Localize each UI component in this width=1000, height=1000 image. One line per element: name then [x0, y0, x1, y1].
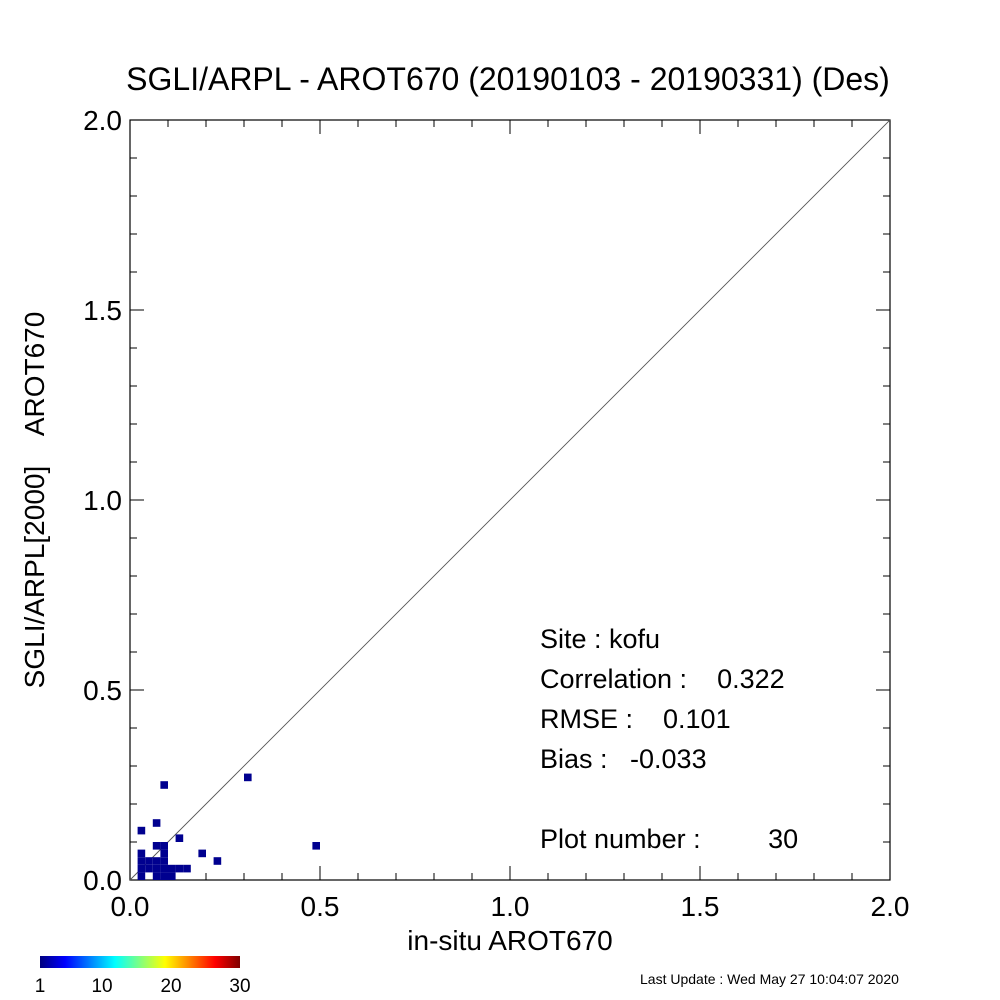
data-point: [145, 864, 153, 873]
x-tick-label: 1.5: [681, 891, 720, 922]
data-point: [160, 872, 168, 880]
data-point: [137, 857, 146, 865]
one-to-one-line: [129, 119, 891, 881]
data-point: [168, 864, 176, 873]
data-point: [137, 826, 146, 835]
x-tick-label: 2.0: [871, 891, 910, 922]
y-tick-label: 0.0: [83, 865, 122, 896]
y-tick-label: 1.0: [83, 485, 122, 516]
colorbar-labels: 1 10 20 30: [35, 976, 251, 997]
data-point: [183, 864, 191, 873]
stat-rmse: RMSE : 0.101: [540, 704, 731, 734]
x-tick-label: 1.0: [491, 891, 530, 922]
axis-ticks: [130, 120, 890, 880]
stat-correlation: Correlation : 0.322: [540, 664, 785, 694]
plot-area: [129, 119, 891, 881]
colorbar-label: 20: [160, 976, 181, 997]
y-tick-label: 2.0: [83, 105, 122, 136]
colorbar: 1 10 20 30: [35, 956, 251, 997]
x-tick-label: 0.0: [111, 891, 150, 922]
data-point: [175, 864, 184, 873]
x-tick-label: 0.5: [301, 891, 340, 922]
data-point: [137, 872, 146, 880]
tick-labels: 0.00.0 0.5 0.5 1.0 1.0 1.5 1.5 2.0 2.0: [83, 105, 909, 922]
data-point: [152, 857, 161, 865]
data-point: [152, 872, 161, 880]
data-point: [160, 781, 168, 789]
stat-bias: Bias : -0.033: [540, 744, 707, 774]
last-update: Last Update : Wed May 27 10:04:07 2020: [640, 971, 899, 987]
y-tick-label: 0.5: [83, 675, 122, 706]
data-point: [160, 849, 168, 858]
colorbar-label: 30: [229, 976, 250, 997]
data-point: [168, 872, 176, 880]
chart-title: SGLI/ARPL - AROT670 (20190103 - 20190331…: [126, 61, 890, 97]
x-axis-label: in-situ AROT670: [407, 925, 612, 956]
data-point: [152, 819, 161, 827]
data-point: [145, 857, 153, 865]
data-point: [137, 849, 146, 858]
y-axis-label: SGLI/ARPL[2000] AROT670: [19, 312, 50, 689]
data-point: [198, 849, 206, 858]
stat-plot-number: Plot number : 30: [540, 824, 798, 854]
data-point: [175, 834, 184, 842]
data-point: [160, 857, 168, 865]
stat-site: Site : kofu: [540, 624, 660, 654]
data-point: [244, 773, 252, 782]
data-point: [160, 864, 168, 873]
data-point: [137, 864, 146, 873]
data-point: [312, 842, 320, 850]
data-point: [152, 842, 161, 850]
data-point: [213, 857, 222, 865]
statistics-panel: Site : kofu Correlation : 0.322 RMSE : 0…: [540, 624, 798, 854]
colorbar-bar: [40, 956, 240, 968]
data-point: [160, 842, 168, 850]
colorbar-label: 10: [91, 976, 112, 997]
colorbar-label: 1: [35, 976, 46, 997]
data-point: [152, 864, 161, 873]
data-points: [137, 773, 320, 880]
y-tick-label: 1.5: [83, 295, 122, 326]
